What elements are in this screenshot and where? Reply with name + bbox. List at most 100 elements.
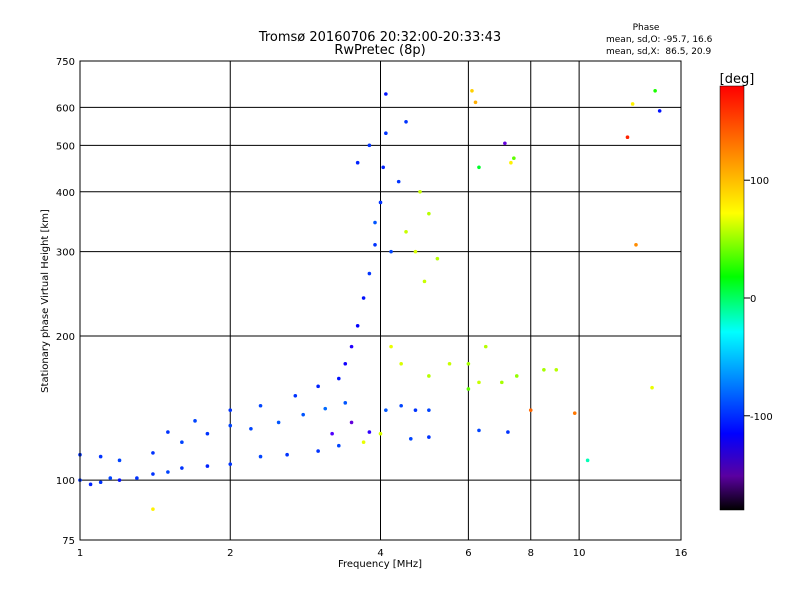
- data-point: [180, 440, 184, 445]
- y-tick-label: 500: [56, 141, 75, 152]
- data-point: [117, 458, 122, 463]
- x-tick-label: 16: [675, 548, 688, 559]
- data-point: [413, 249, 418, 254]
- data-point: [337, 376, 341, 381]
- data-point: [367, 143, 372, 148]
- data-point: [258, 454, 263, 459]
- data-point: [427, 408, 431, 412]
- data-point: [349, 420, 354, 425]
- data-point: [542, 367, 546, 372]
- data-point: [228, 423, 233, 428]
- data-point: [373, 220, 377, 225]
- data-point: [361, 296, 366, 300]
- data-point: [554, 367, 559, 372]
- data-point: [88, 482, 93, 487]
- data-point: [477, 428, 481, 433]
- data-points: [78, 88, 662, 511]
- data-point: [151, 507, 155, 511]
- data-point: [151, 472, 155, 476]
- x-tick-label: 4: [377, 548, 383, 559]
- y-tick-label: 75: [62, 536, 75, 547]
- plot-frame: [79, 60, 682, 541]
- data-point: [389, 249, 393, 254]
- data-point: [343, 361, 348, 366]
- data-point: [373, 242, 377, 247]
- data-point: [572, 411, 577, 415]
- data-point: [205, 431, 210, 436]
- data-point: [404, 229, 408, 234]
- data-point: [653, 88, 657, 93]
- data-point: [355, 324, 360, 328]
- plot-grid: [80, 61, 681, 540]
- data-point: [512, 156, 516, 161]
- data-point: [166, 470, 170, 474]
- data-point: [399, 403, 403, 408]
- data-point: [249, 427, 253, 431]
- chart-subtitle: RwPretec (8p): [334, 43, 425, 58]
- chart-title: Tromsø 20160706 20:32:00-20:33:43: [258, 30, 501, 45]
- data-point: [413, 408, 418, 412]
- data-point: [361, 440, 366, 445]
- data-point: [657, 109, 662, 113]
- data-point: [404, 119, 408, 124]
- phase-stats-heading: Phase: [633, 23, 660, 33]
- colorbar: [719, 85, 745, 511]
- data-point: [514, 374, 519, 378]
- data-point: [316, 384, 320, 389]
- colorbar-tick-label: 100: [750, 176, 769, 187]
- data-point: [135, 476, 139, 480]
- data-point: [427, 374, 431, 378]
- y-tick-labels: 75 100 200 300 400 500 600 750: [56, 57, 75, 547]
- data-point: [337, 443, 341, 448]
- data-point: [477, 380, 481, 385]
- colorbar-label: [deg]: [720, 72, 755, 87]
- data-point: [378, 200, 383, 205]
- data-point: [422, 279, 427, 284]
- data-point: [228, 408, 233, 412]
- data-point: [389, 344, 393, 349]
- data-point: [323, 406, 328, 411]
- data-point: [166, 430, 170, 434]
- y-tick-label: 600: [56, 103, 75, 114]
- data-point: [384, 408, 388, 412]
- data-point: [466, 387, 471, 391]
- y-tick-label: 750: [56, 57, 75, 68]
- data-point: [349, 344, 354, 349]
- data-point: [477, 165, 481, 170]
- data-point: [205, 464, 210, 468]
- data-point: [384, 131, 388, 136]
- data-point: [367, 271, 372, 276]
- y-tick-label: 200: [56, 332, 75, 343]
- data-point: [193, 419, 197, 423]
- y-tick-label: 100: [56, 476, 75, 487]
- colorbar-tick-label: -100: [750, 412, 773, 423]
- data-point: [367, 430, 372, 434]
- data-point: [258, 403, 263, 408]
- data-point: [500, 380, 504, 385]
- x-tick-label: 8: [528, 548, 534, 559]
- data-point: [473, 100, 478, 105]
- data-point: [285, 452, 289, 457]
- data-point: [228, 462, 233, 466]
- data-point: [634, 242, 638, 247]
- data-point: [396, 179, 401, 184]
- phase-stats-x: mean, sd,X: 86.5, 20.9: [606, 47, 712, 57]
- data-point: [483, 344, 488, 349]
- data-point: [418, 189, 422, 194]
- data-point: [301, 412, 305, 417]
- data-point: [330, 431, 334, 436]
- data-point: [384, 92, 388, 96]
- colorbar-ticks: 100 0 -100: [744, 176, 773, 423]
- phase-stats-o: mean, sd,O: -95.7, 16.6: [606, 35, 713, 45]
- data-point: [180, 466, 184, 470]
- x-tick-label: 6: [465, 548, 471, 559]
- data-point: [470, 88, 474, 93]
- data-point: [399, 361, 403, 366]
- x-axis-label: Frequency [MHz]: [338, 559, 422, 570]
- y-tick-label: 400: [56, 188, 75, 199]
- data-point: [503, 141, 507, 146]
- x-tick-labels: 1 2 4 6 8 10 16: [77, 548, 688, 559]
- data-point: [630, 102, 635, 106]
- data-point: [316, 449, 320, 453]
